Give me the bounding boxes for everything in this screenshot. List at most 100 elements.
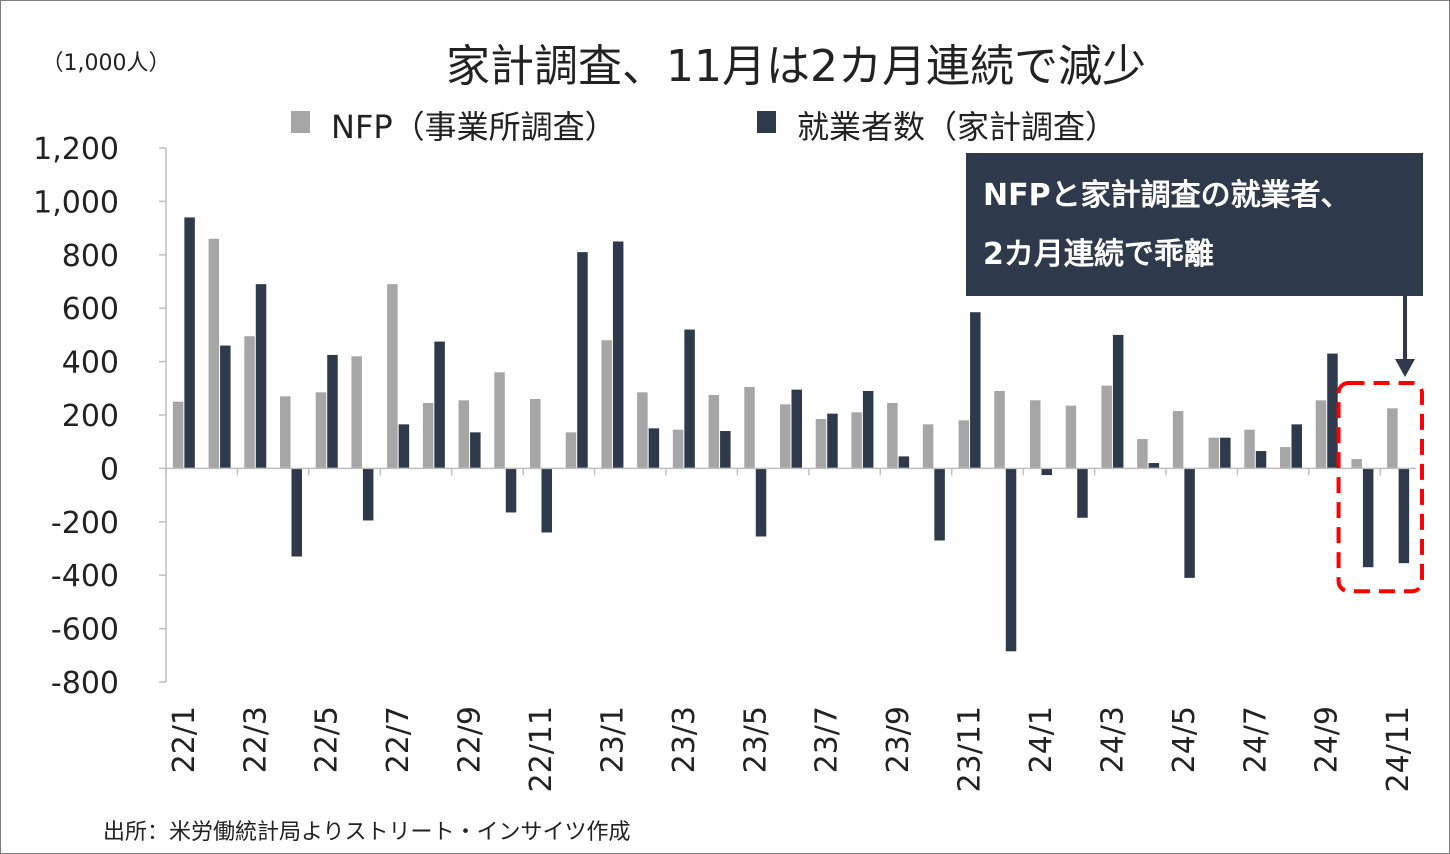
bar-nfp-22/9 xyxy=(458,400,470,469)
bar-nfp-23/7 xyxy=(815,419,827,469)
bar-nfp-24/7 xyxy=(1244,429,1255,469)
bar-nfp-23/11 xyxy=(958,420,970,469)
y-tick-label: 1,200 xyxy=(33,132,119,167)
callout-arrow-head xyxy=(1395,359,1415,377)
bar-nfp-23/12 xyxy=(994,390,1005,469)
x-tick-label: 22/3 xyxy=(238,706,273,773)
bar-household-24/4 xyxy=(1148,463,1160,469)
bar-nfp-22/7 xyxy=(387,284,398,469)
bar-nfp-24/2 xyxy=(1065,405,1077,469)
legend-swatch-household xyxy=(757,111,776,133)
unit-label: （1,000人） xyxy=(42,51,171,76)
legend-label-nfp: NFP（事業所調査） xyxy=(331,108,617,146)
y-tick-label: 0 xyxy=(100,452,119,487)
bar-nfp-24/9 xyxy=(1315,400,1327,469)
y-tick-label: -200 xyxy=(51,506,119,541)
highlight-box xyxy=(1336,380,1424,594)
bar-household-24/9 xyxy=(1327,353,1338,469)
x-tick-label: 24/11 xyxy=(1381,706,1416,792)
bar-nfp-22/2 xyxy=(208,238,220,469)
bar-household-22/8 xyxy=(434,341,445,469)
bar-nfp-24/6 xyxy=(1208,437,1220,469)
bar-household-23/1 xyxy=(612,241,624,469)
bar-nfp-23/3 xyxy=(672,429,684,469)
bar-nfp-23/2 xyxy=(637,392,648,469)
bar-nfp-22/6 xyxy=(351,356,362,469)
bar-household-24/5 xyxy=(1184,468,1195,578)
bar-household-24/7 xyxy=(1255,451,1267,469)
x-tick-label: 23/7 xyxy=(810,706,845,773)
bar-nfp-22/12 xyxy=(565,432,577,469)
source-note: 出所：米労働統計局よりストリート・インサイツ作成 xyxy=(103,820,631,845)
x-tick-label: 24/3 xyxy=(1095,706,1130,773)
legend-label-household: 就業者数（家計調査） xyxy=(797,108,1117,146)
bar-household-23/7 xyxy=(827,413,838,469)
bar-household-23/8 xyxy=(862,390,874,469)
bar-household-24/3 xyxy=(1112,334,1124,469)
y-tick-label: 200 xyxy=(62,399,119,434)
bar-nfp-24/4 xyxy=(1137,439,1148,469)
bar-nfp-24/8 xyxy=(1280,447,1291,469)
y-tick-label: -600 xyxy=(51,613,119,648)
bar-household-22/4 xyxy=(291,468,302,557)
bar-nfp-24/11 xyxy=(1387,408,1398,469)
y-tick-label: -800 xyxy=(51,666,119,701)
y-tick-label: -400 xyxy=(51,559,119,594)
bar-household-23/3 xyxy=(684,329,695,469)
bar-nfp-23/5 xyxy=(744,386,755,469)
y-tick-label: 400 xyxy=(62,346,119,381)
bar-nfp-22/1 xyxy=(172,401,184,469)
bar-nfp-22/4 xyxy=(280,396,291,469)
bar-nfp-23/1 xyxy=(601,340,612,469)
x-tick-label: 22/1 xyxy=(167,706,202,773)
bar-nfp-22/11 xyxy=(530,398,541,469)
x-tick-label: 22/7 xyxy=(381,706,416,773)
bar-household-22/2 xyxy=(220,345,231,469)
x-tick-label: 23/1 xyxy=(595,706,630,773)
bar-household-23/12 xyxy=(1005,468,1017,652)
legend: NFP（事業所調査） 就業者数（家計調査） xyxy=(291,108,1117,146)
bar-household-24/8 xyxy=(1291,424,1302,469)
bar-nfp-23/8 xyxy=(851,412,862,469)
chart-title: 家計調査、11月は2カ月連続で減少 xyxy=(446,41,1146,92)
x-axis: 22/1 22/3 22/5 22/7 22/9 22/11 23/1 23/3 23/5 23/… xyxy=(165,467,1416,792)
bar-nfp-22/3 xyxy=(244,336,255,469)
series-household xyxy=(184,217,1410,652)
bar-household-22/7 xyxy=(398,424,410,469)
bar-household-24/1 xyxy=(1041,468,1052,476)
bar-nfp-24/10 xyxy=(1351,459,1362,469)
x-tick-label: 23/5 xyxy=(738,706,773,773)
bar-household-22/9 xyxy=(470,432,481,469)
plot-area xyxy=(172,217,1410,652)
bar-nfp-23/9 xyxy=(887,402,898,469)
bar-nfp-22/10 xyxy=(494,372,505,469)
bar-nfp-24/3 xyxy=(1101,385,1112,469)
y-tick-label: 800 xyxy=(62,239,119,274)
y-tick-label: 1,000 xyxy=(33,185,119,220)
bar-household-22/12 xyxy=(577,252,588,469)
x-tick-label: 23/9 xyxy=(881,706,916,773)
bar-household-23/5 xyxy=(755,468,767,537)
bar-household-23/4 xyxy=(720,431,731,469)
callout: NFPと家計調査の就業者、 2カ月連続で乖離 xyxy=(966,153,1423,377)
bar-household-24/2 xyxy=(1077,468,1088,518)
bar-household-23/10 xyxy=(934,468,945,541)
x-tick-label: 24/5 xyxy=(1167,706,1202,773)
x-tick-label: 24/1 xyxy=(1024,706,1059,773)
bar-nfp-23/6 xyxy=(780,404,791,469)
x-tick-label: 22/5 xyxy=(310,706,345,773)
bar-household-23/9 xyxy=(898,456,910,469)
bar-household-22/1 xyxy=(184,217,195,469)
bar-household-22/10 xyxy=(505,468,517,513)
bar-household-22/3 xyxy=(255,284,267,469)
bar-household-24/11 xyxy=(1398,468,1410,564)
bar-household-24/10 xyxy=(1362,468,1374,568)
x-tick-label: 23/11 xyxy=(953,706,988,792)
x-tick-label: 24/7 xyxy=(1238,706,1273,773)
bar-nfp-23/10 xyxy=(922,424,934,469)
x-tick-label: 24/9 xyxy=(1310,706,1345,773)
bar-nfp-22/5 xyxy=(315,392,327,469)
callout-line-1: NFPと家計調査の就業者、 xyxy=(983,178,1351,213)
bar-nfp-24/5 xyxy=(1172,410,1184,469)
